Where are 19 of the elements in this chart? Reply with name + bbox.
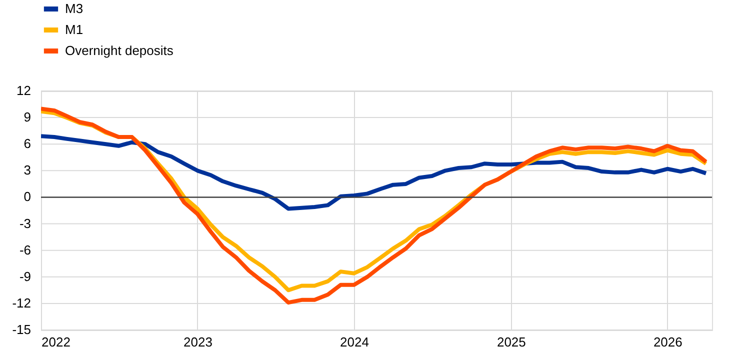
- y-tick-label: -12: [12, 295, 31, 310]
- x-tick-label: 2025: [496, 334, 526, 350]
- x-tick-label: 2026: [653, 334, 682, 350]
- y-tick-label: 3: [24, 162, 31, 178]
- legend-label: M3: [65, 1, 84, 16]
- y-tick-label: 0: [24, 189, 31, 204]
- y-tick-label: -3: [19, 216, 31, 231]
- x-tick-label: 2023: [184, 334, 212, 350]
- line-series: [41, 134, 708, 211]
- y-tick-label: -15: [12, 322, 31, 337]
- x-tick-label: 2024: [340, 334, 369, 350]
- legend-label: Overnight deposits: [65, 43, 174, 58]
- legend-label: M1: [65, 22, 84, 37]
- y-tick-label: -6: [19, 242, 31, 258]
- x-tick-label: 2022: [42, 334, 70, 350]
- y-tick-label: 12: [16, 83, 31, 98]
- y-tick-label: 6: [24, 136, 31, 152]
- y-tick-label: -9: [19, 268, 31, 284]
- y-tick-label: 9: [24, 110, 31, 125]
